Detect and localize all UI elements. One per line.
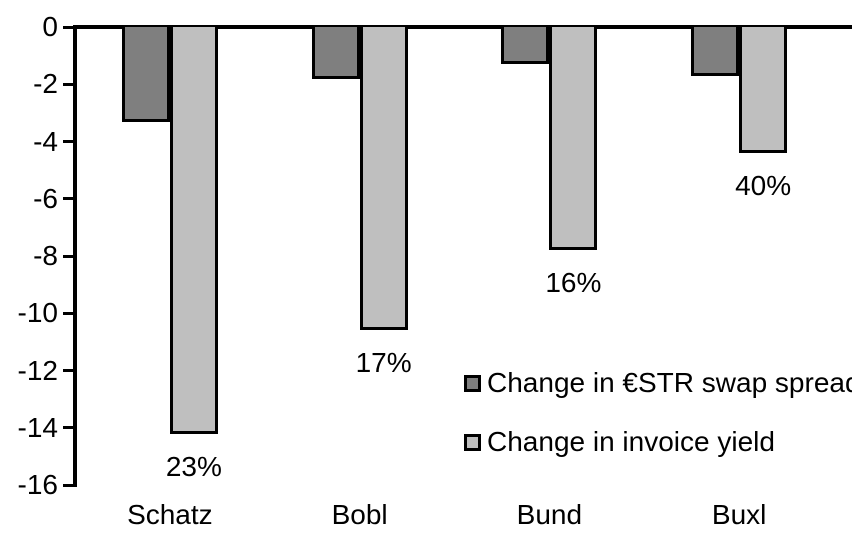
y-axis-tick	[63, 426, 74, 430]
x-axis-line	[73, 25, 852, 29]
legend-swatch	[464, 433, 481, 451]
y-axis-tick	[63, 483, 74, 487]
y-axis-tick	[63, 25, 74, 29]
bar-invoice-yield	[359, 27, 408, 331]
x-axis-category-label: Schatz	[127, 499, 213, 530]
y-axis-tick-label: -2	[33, 68, 58, 100]
bar-swap-spread	[311, 27, 360, 79]
y-axis-tick-label: 0	[42, 11, 58, 42]
y-axis-tick-label: -10	[17, 297, 58, 329]
legend-item: Change in €STR swap spread	[464, 367, 852, 398]
y-axis-tick-label: -12	[17, 354, 58, 386]
bar-swap-spread	[121, 27, 170, 122]
y-axis-tick-label: -8	[33, 240, 58, 271]
bar-data-label: 16%	[545, 267, 602, 299]
y-axis-tick	[63, 140, 74, 143]
legend-label: Change in invoice yield	[487, 426, 775, 457]
bar-swap-spread	[501, 27, 550, 65]
y-axis-tick	[63, 369, 74, 372]
y-axis-tick	[63, 197, 74, 201]
bar-data-label: 17%	[355, 347, 412, 379]
y-axis-line	[73, 25, 77, 487]
bar-swap-spread	[691, 27, 740, 76]
y-axis-tick	[63, 311, 74, 315]
y-axis-tick-label: -6	[33, 182, 58, 214]
x-axis-category-label: Bobl	[331, 499, 388, 530]
x-axis-category-label: Buxl	[711, 499, 767, 530]
legend-item: Change in invoice yield	[464, 426, 775, 457]
y-axis-tick-label: -16	[17, 469, 58, 500]
y-axis-tick	[63, 254, 74, 258]
bar-invoice-yield	[549, 27, 598, 251]
y-axis-tick	[63, 82, 74, 86]
bar-data-label: 40%	[735, 170, 792, 201]
y-axis-tick-label: -14	[17, 411, 58, 443]
y-axis-tick-label: -4	[33, 125, 58, 157]
bar-data-label: 23%	[165, 450, 222, 482]
legend-swatch	[464, 374, 481, 392]
legend-label: Change in €STR swap spread	[487, 367, 852, 398]
bar-invoice-yield	[739, 27, 788, 153]
bar-invoice-yield	[169, 27, 218, 434]
x-axis-category-label: Bund	[516, 499, 583, 530]
